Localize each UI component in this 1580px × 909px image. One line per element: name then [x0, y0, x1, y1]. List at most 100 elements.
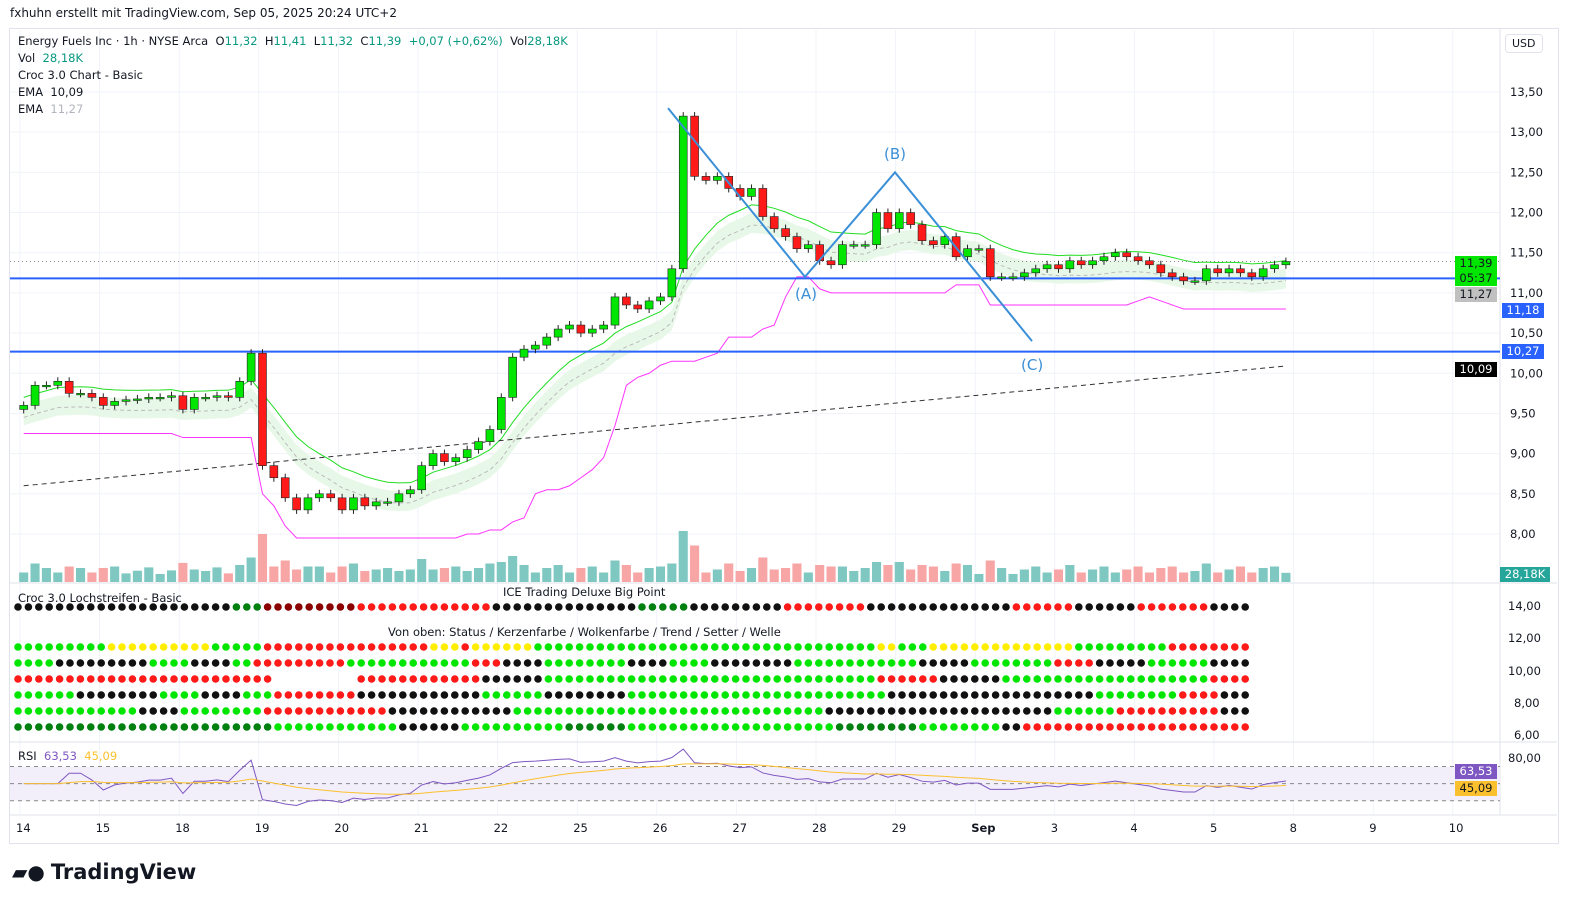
signal-dot [742, 675, 750, 683]
candle-body [599, 324, 608, 330]
currency-button[interactable]: USD [1505, 34, 1543, 53]
signal-dot [201, 691, 209, 699]
signal-dot [763, 603, 771, 611]
bar-countdown: 05:37 [1459, 271, 1493, 285]
signal-dot [180, 643, 189, 651]
candle-body [155, 397, 165, 400]
candle-body [360, 497, 370, 507]
ema-fast-legend[interactable]: EMA 11,27 [18, 102, 83, 116]
signal-dot [388, 691, 397, 699]
signal-dot [919, 659, 927, 667]
signal-dot [1199, 643, 1208, 651]
signal-dot [274, 603, 282, 611]
signal-dot [326, 603, 334, 611]
signal-dot [347, 691, 355, 699]
signal-dot [430, 603, 438, 611]
signal-dot [1064, 603, 1073, 611]
signal-dot [846, 707, 854, 715]
signal-dot [679, 723, 688, 731]
signal-dot [1023, 603, 1031, 611]
signal-dot [534, 675, 542, 683]
signal-dot [1179, 659, 1187, 667]
signal-dot [731, 691, 740, 699]
signal-dot [139, 723, 147, 731]
signal-dot [523, 691, 532, 699]
signal-dot [565, 643, 573, 651]
signal-dot [180, 675, 189, 683]
lochstreifen-legend[interactable]: Croc 3.0 Lochstreifen - Basic [18, 591, 182, 605]
volume-bar [1224, 569, 1234, 582]
signal-dot [1012, 643, 1021, 651]
last-price: 11,39 [1459, 256, 1493, 270]
symbol-title[interactable]: Energy Fuels Inc · 1h · NYSE Arca [18, 34, 209, 48]
signal-dot [1168, 691, 1177, 699]
croc-indicator-legend[interactable]: Croc 3.0 Chart - Basic [18, 68, 143, 82]
signal-dot [118, 659, 126, 667]
signal-dot [66, 643, 74, 651]
signal-dot [877, 659, 885, 667]
signal-dot [159, 723, 168, 731]
signal-dot [700, 603, 709, 611]
signal-dot [659, 603, 667, 611]
signal-dot [430, 675, 438, 683]
time-tick: 15 [96, 821, 111, 835]
signal-dot [534, 691, 542, 699]
candle-body [1247, 272, 1257, 278]
signal-dot [731, 643, 740, 651]
ema-slow-legend[interactable]: EMA 10,09 [18, 85, 83, 99]
signal-dot [1158, 707, 1166, 715]
time-tick: 28 [812, 821, 827, 835]
signal-dot [1043, 675, 1052, 683]
signal-dot [742, 659, 750, 667]
signal-dot [243, 691, 251, 699]
candle-body [656, 296, 665, 302]
signal-dot [783, 643, 792, 651]
signal-dot [1158, 691, 1166, 699]
signal-dot [201, 603, 209, 611]
signal-dot [1116, 707, 1125, 715]
signal-dot [763, 659, 771, 667]
signal-dot [139, 643, 147, 651]
signal-dot [367, 691, 376, 699]
signal-dot [1095, 707, 1104, 715]
signal-dot [1241, 707, 1249, 715]
signal-dot [107, 603, 116, 611]
signal-dot [347, 659, 355, 667]
signal-dot [336, 707, 345, 715]
price-tick: 13,00 [1510, 125, 1543, 139]
signal-dot [482, 659, 490, 667]
change-value: +0,07 (+0,62%) [408, 34, 503, 48]
signal-dot [284, 707, 293, 715]
signal-dot [835, 707, 844, 715]
signal-dot [711, 723, 719, 731]
signal-dot [66, 691, 74, 699]
tradingview-logo[interactable]: ▰● TradingView [12, 860, 196, 884]
signal-dot [939, 603, 948, 611]
signal-dot [1023, 723, 1031, 731]
volume-bar [19, 572, 29, 582]
signal-dot [669, 603, 677, 611]
volume-bar [41, 568, 51, 582]
signal-dot [87, 675, 95, 683]
rsi-legend[interactable]: RSI 63,53 45,09 [18, 749, 117, 763]
candle-body [474, 441, 483, 450]
volume-bar [383, 568, 393, 582]
volume-bar [667, 563, 677, 582]
volume-bar [1144, 572, 1155, 582]
signal-dot [659, 707, 667, 715]
candle-body [610, 296, 620, 326]
signal-dot [378, 603, 386, 611]
volume-indicator-legend[interactable]: Vol 28,18K [18, 51, 83, 65]
signal-dot [929, 675, 937, 683]
signal-dot [679, 691, 688, 699]
signal-dot [1168, 659, 1177, 667]
signal-dot [596, 691, 605, 699]
signal-dot [783, 603, 792, 611]
signal-dot [201, 659, 209, 667]
signal-dot [378, 723, 386, 731]
signal-dot [45, 643, 53, 651]
candle-body [406, 489, 415, 495]
signal-dot [336, 603, 345, 611]
signal-dot [867, 707, 875, 715]
